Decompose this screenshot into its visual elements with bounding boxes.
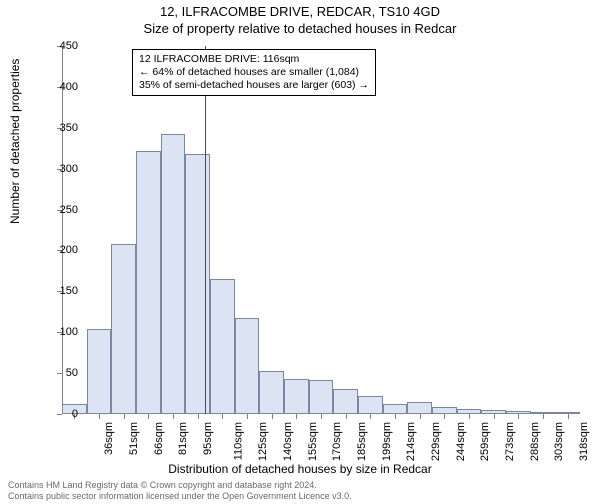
x-tick-label: 244sqm	[455, 422, 467, 461]
footer-line-1: Contains HM Land Registry data © Crown c…	[8, 480, 352, 491]
x-tick-label: 81sqm	[177, 422, 189, 455]
x-tick-label: 259sqm	[479, 422, 491, 461]
y-tick-label: 100	[48, 326, 78, 338]
histogram-bar	[358, 396, 383, 414]
y-tick-label: 350	[48, 122, 78, 134]
annotation-line3: 35% of semi-detached houses are larger (…	[139, 79, 369, 92]
y-tick-label: 150	[48, 285, 78, 297]
histogram-bar	[333, 389, 358, 414]
x-tick-label: 229sqm	[430, 422, 442, 461]
x-tick-label: 125sqm	[257, 422, 269, 461]
chart-title-sub: Size of property relative to detached ho…	[0, 21, 600, 36]
x-tick-label: 36sqm	[103, 422, 115, 455]
histogram-bar	[383, 404, 408, 414]
annotation-line1: 12 ILFRACOMBE DRIVE: 116sqm	[139, 53, 369, 66]
x-tick-label: 51sqm	[128, 422, 140, 455]
histogram-bar	[309, 380, 334, 414]
x-tick-label: 214sqm	[405, 422, 417, 461]
histogram-bar	[87, 329, 112, 414]
histogram-bar	[136, 151, 161, 414]
y-tick-label: 250	[48, 204, 78, 216]
x-tick-label: 66sqm	[153, 422, 165, 455]
x-tick-label: 140sqm	[282, 422, 294, 461]
y-tick-label: 50	[48, 367, 78, 379]
histogram-bar	[284, 379, 309, 414]
histogram-bar	[161, 134, 186, 414]
x-tick-label: 288sqm	[529, 422, 541, 461]
x-tick-label: 199sqm	[381, 422, 393, 461]
chart-container: 12, ILFRACOMBE DRIVE, REDCAR, TS10 4GD S…	[0, 4, 600, 504]
histogram-bar	[432, 407, 457, 414]
footer-line-2: Contains public sector information licen…	[8, 491, 352, 502]
x-tick-label: 110sqm	[232, 422, 244, 460]
reference-line	[205, 46, 206, 414]
y-tick-label: 0	[48, 408, 78, 420]
x-tick-label: 95sqm	[202, 422, 214, 455]
y-axis-label: Number of detached properties	[8, 59, 22, 224]
y-tick-label: 300	[48, 163, 78, 175]
y-tick-label: 200	[48, 244, 78, 256]
x-tick-label: 155sqm	[307, 422, 319, 461]
histogram-bar	[259, 371, 284, 414]
footer-attribution: Contains HM Land Registry data © Crown c…	[8, 480, 352, 502]
y-tick-label: 450	[48, 40, 78, 52]
histogram-bar	[235, 318, 260, 414]
histogram-bar	[111, 244, 136, 414]
plot-area: 12 ILFRACOMBE DRIVE: 116sqm← 64% of deta…	[62, 46, 580, 414]
histogram-bar	[185, 154, 210, 414]
histogram-bar	[407, 402, 432, 414]
histogram-bar	[210, 279, 235, 414]
x-axis-label: Distribution of detached houses by size …	[0, 462, 600, 476]
x-tick-label: 185sqm	[356, 422, 368, 461]
annotation-box: 12 ILFRACOMBE DRIVE: 116sqm← 64% of deta…	[132, 49, 376, 96]
x-tick-label: 318sqm	[578, 422, 590, 461]
x-tick-label: 273sqm	[504, 422, 516, 461]
x-tick-label: 170sqm	[331, 422, 343, 461]
y-tick-label: 400	[48, 81, 78, 93]
annotation-line2: ← 64% of detached houses are smaller (1,…	[139, 66, 369, 79]
x-tick-label: 303sqm	[553, 422, 565, 461]
chart-title-main: 12, ILFRACOMBE DRIVE, REDCAR, TS10 4GD	[0, 4, 600, 19]
